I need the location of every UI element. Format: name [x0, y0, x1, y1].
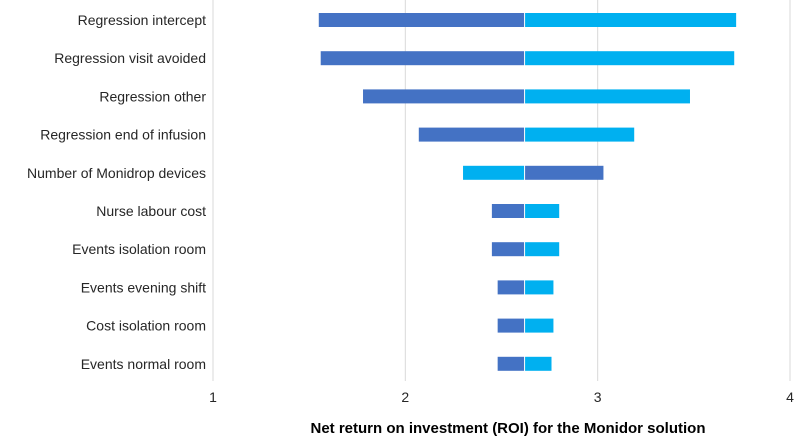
bar-high-segment: [524, 280, 554, 295]
bar-high-segment: [524, 318, 554, 333]
bar-low-segment: [491, 204, 525, 218]
bar-high-segment: [524, 13, 737, 27]
bars-group: [318, 0, 737, 381]
bar-high-segment: [524, 165, 604, 180]
category-label: Number of Monidrop devices: [27, 165, 206, 181]
category-label: Regression other: [99, 88, 206, 104]
category-label: Events isolation room: [72, 241, 206, 257]
category-label: Regression end of infusion: [40, 127, 206, 143]
bar-low-segment: [491, 242, 525, 257]
bar-low-segment: [418, 127, 525, 142]
category-labels: Regression intercept Regression visit avo…: [27, 12, 206, 372]
bar-low-segment: [497, 280, 525, 295]
bar-high-segment: [524, 127, 635, 142]
bar-low-segment: [463, 165, 525, 180]
category-label: Events evening shift: [81, 279, 206, 295]
category-label: Regression visit avoided: [54, 50, 206, 66]
bar-high-segment: [524, 51, 735, 66]
x-axis-title: Net return on investment (ROI) for the M…: [311, 420, 706, 437]
bar-low-segment: [497, 318, 525, 333]
x-tick-label: 2: [401, 389, 409, 405]
bar-high-segment: [524, 89, 690, 104]
category-label: Regression intercept: [78, 12, 207, 28]
category-label: Nurse labour cost: [96, 203, 206, 219]
bar-low-segment: [363, 89, 525, 104]
bar-low-segment: [320, 51, 525, 66]
bar-low-segment: [318, 13, 525, 27]
category-label: Cost isolation room: [86, 318, 206, 334]
bar-high-segment: [524, 204, 560, 218]
bar-high-segment: [524, 356, 552, 371]
x-tick-label: 1: [209, 389, 217, 405]
x-tick-label: 4: [786, 389, 794, 405]
bar-high-segment: [524, 242, 560, 257]
x-tick-label: 3: [594, 389, 602, 405]
category-label: Events normal room: [81, 356, 206, 372]
x-tick-labels: 1 2 3 4: [209, 389, 794, 405]
bar-low-segment: [497, 356, 525, 371]
